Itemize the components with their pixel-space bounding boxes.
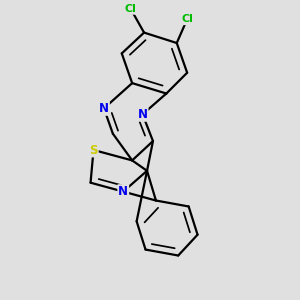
Text: Cl: Cl (125, 4, 136, 14)
Text: N: N (118, 185, 128, 198)
Text: Cl: Cl (181, 14, 193, 24)
Text: S: S (89, 143, 98, 157)
Text: N: N (99, 102, 109, 115)
Text: N: N (138, 108, 148, 121)
